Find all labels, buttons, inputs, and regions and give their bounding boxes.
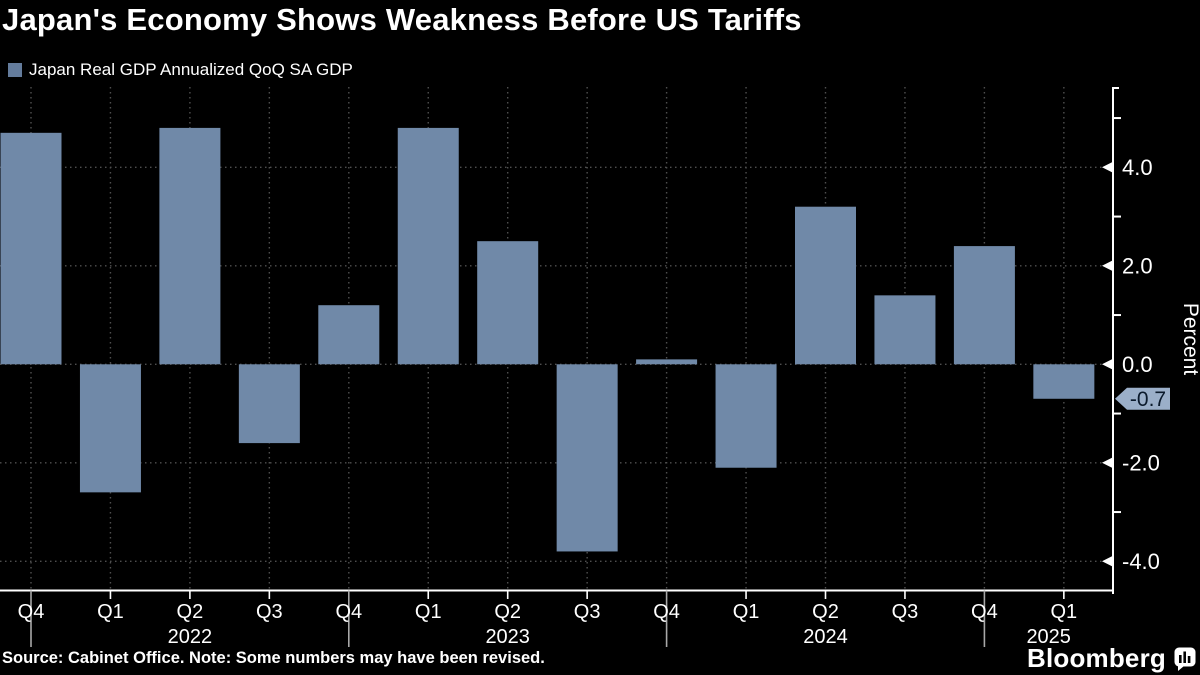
y-tick-label: 2.0 — [1122, 253, 1153, 278]
x-tick-label: Q4 — [335, 601, 362, 623]
y-major-tick-arrow — [1102, 260, 1113, 272]
bar-q2-2023 — [477, 241, 539, 365]
bloomberg-logo: Bloomberg — [1027, 643, 1196, 674]
chart-title: Japan's Economy Shows Weakness Before US… — [2, 2, 802, 37]
x-tick-label: Q3 — [256, 601, 283, 623]
y-axis-title: Percent — [1179, 303, 1200, 376]
bar-q1-2025 — [1033, 364, 1095, 399]
last-value-callout — [1115, 387, 1170, 410]
bloomberg-chart-bubble-icon — [1174, 647, 1196, 671]
x-tick-label: Q2 — [494, 601, 521, 623]
x-tick-label: Q4 — [653, 601, 680, 623]
y-major-tick-arrow — [1102, 161, 1113, 173]
x-tick-label: Q1 — [1051, 601, 1078, 623]
bar-q3-2022 — [238, 364, 300, 444]
y-tick-label: -4.0 — [1122, 549, 1160, 574]
y-tick-label: -2.0 — [1122, 450, 1160, 475]
year-label: 2025 — [1026, 626, 1071, 648]
bloomberg-wordmark: Bloomberg — [1026, 643, 1166, 673]
y-tick-label: 0.0 — [1122, 352, 1153, 377]
bar-q2-2024 — [795, 206, 856, 365]
y-major-tick-arrow — [1102, 358, 1113, 370]
x-tick-label: Q2 — [812, 601, 839, 623]
year-label: 2023 — [485, 626, 530, 648]
bar-q4-2024 — [953, 246, 1015, 365]
x-tick-label: Q1 — [97, 601, 124, 623]
y-major-tick-arrow — [1102, 555, 1113, 567]
legend-label: Japan Real GDP Annualized QoQ SA GDP — [29, 60, 353, 79]
bar-q4-2021 — [0, 132, 62, 365]
x-tick-label: Q4 — [971, 601, 998, 623]
x-tick-label: Q3 — [892, 601, 919, 623]
source-note: Source: Cabinet Office. Note: Some numbe… — [2, 649, 545, 667]
bar-q2-2022 — [159, 127, 221, 365]
bar-q4-2022 — [318, 305, 380, 365]
x-tick-label: Q1 — [733, 601, 760, 623]
bar-q1-2023 — [397, 127, 459, 365]
bar-q1-2022 — [79, 364, 141, 493]
y-tick-label: 4.0 — [1122, 155, 1153, 180]
year-label: 2022 — [168, 626, 213, 648]
legend: Japan Real GDP Annualized QoQ SA GDP — [8, 60, 353, 80]
legend-swatch-icon — [8, 63, 22, 77]
x-tick-label: Q2 — [177, 601, 204, 623]
x-tick-label: Q4 — [18, 601, 45, 623]
y-major-tick-arrow — [1102, 457, 1113, 469]
year-label: 2024 — [803, 626, 848, 648]
last-value-callout-label: -0.7 — [1130, 388, 1166, 411]
bar-q4-2023 — [636, 359, 698, 365]
bar-q1-2024 — [715, 364, 777, 468]
x-tick-label: Q1 — [415, 601, 442, 623]
bar-q3-2023 — [556, 364, 618, 552]
x-tick-label: Q3 — [574, 601, 601, 623]
bar-q3-2024 — [874, 295, 936, 365]
